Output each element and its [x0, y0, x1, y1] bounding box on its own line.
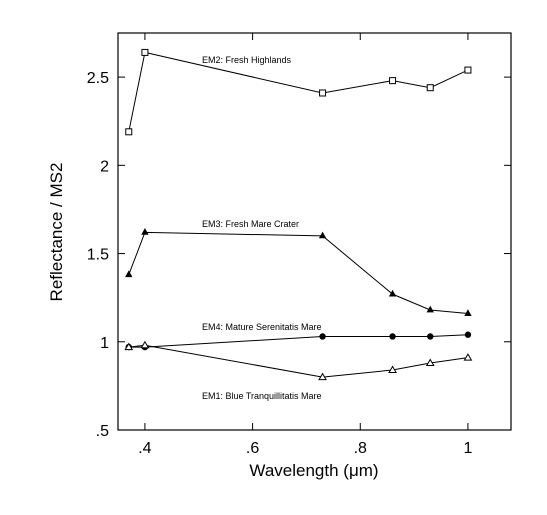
x-tick-label: 1: [463, 440, 472, 457]
series-label-em1: EM1: Blue Tranquillitatis Mare: [202, 391, 322, 401]
data-point-triangle: [318, 231, 327, 239]
data-point-open-triangle: [388, 365, 397, 374]
data-point-square: [141, 48, 149, 56]
data-point-square: [319, 89, 327, 97]
series-label-em2: EM2: Fresh Highlands: [202, 55, 292, 65]
data-point-circle: [464, 331, 472, 338]
x-tick-label: .8: [354, 440, 367, 457]
data-point-square: [464, 66, 472, 74]
y-axis-label: Reflectance / MS2: [47, 163, 66, 302]
y-tick-label: .5: [96, 423, 109, 440]
series-line: [128, 334, 468, 348]
series-label-em4: EM4: Mature Serenitatis Mare: [202, 322, 322, 332]
data-point-circle: [427, 333, 434, 340]
series-line: [128, 231, 468, 315]
data-point-open-triangle: [425, 358, 435, 366]
data-point-open-triangle: [463, 353, 473, 361]
data-point-triangle: [141, 228, 149, 235]
series-line: [128, 51, 469, 132]
series-label-em3: EM3: Fresh Mare Crater: [202, 219, 299, 229]
data-point-square: [125, 128, 133, 136]
data-point-open-triangle: [124, 342, 134, 351]
y-tick-label: 2.5: [87, 70, 109, 87]
series-layer: [124, 48, 473, 381]
plot-frame: [117, 32, 512, 431]
x-axis-label: Wavelength (μm): [249, 461, 378, 480]
data-point-triangle: [388, 289, 397, 297]
x-tick-label: .6: [246, 440, 259, 457]
y-tick-label: 1.5: [87, 247, 109, 264]
data-point-triangle: [464, 309, 472, 316]
y-tick-label: 2: [100, 158, 109, 175]
data-point-open-triangle: [318, 372, 327, 381]
data-point-triangle: [426, 305, 434, 313]
data-point-square: [389, 77, 397, 85]
data-point-open-triangle: [140, 340, 150, 349]
data-point-triangle: [125, 270, 133, 278]
x-tick-label: .4: [138, 440, 151, 457]
axis-ticks: .4.6.8 1.511.522.5: [87, 33, 511, 457]
data-point-circle: [389, 333, 396, 340]
data-point-circle: [319, 333, 326, 340]
data-point-square: [426, 84, 434, 92]
y-tick-label: 1: [100, 335, 109, 352]
series-line: [128, 344, 469, 378]
